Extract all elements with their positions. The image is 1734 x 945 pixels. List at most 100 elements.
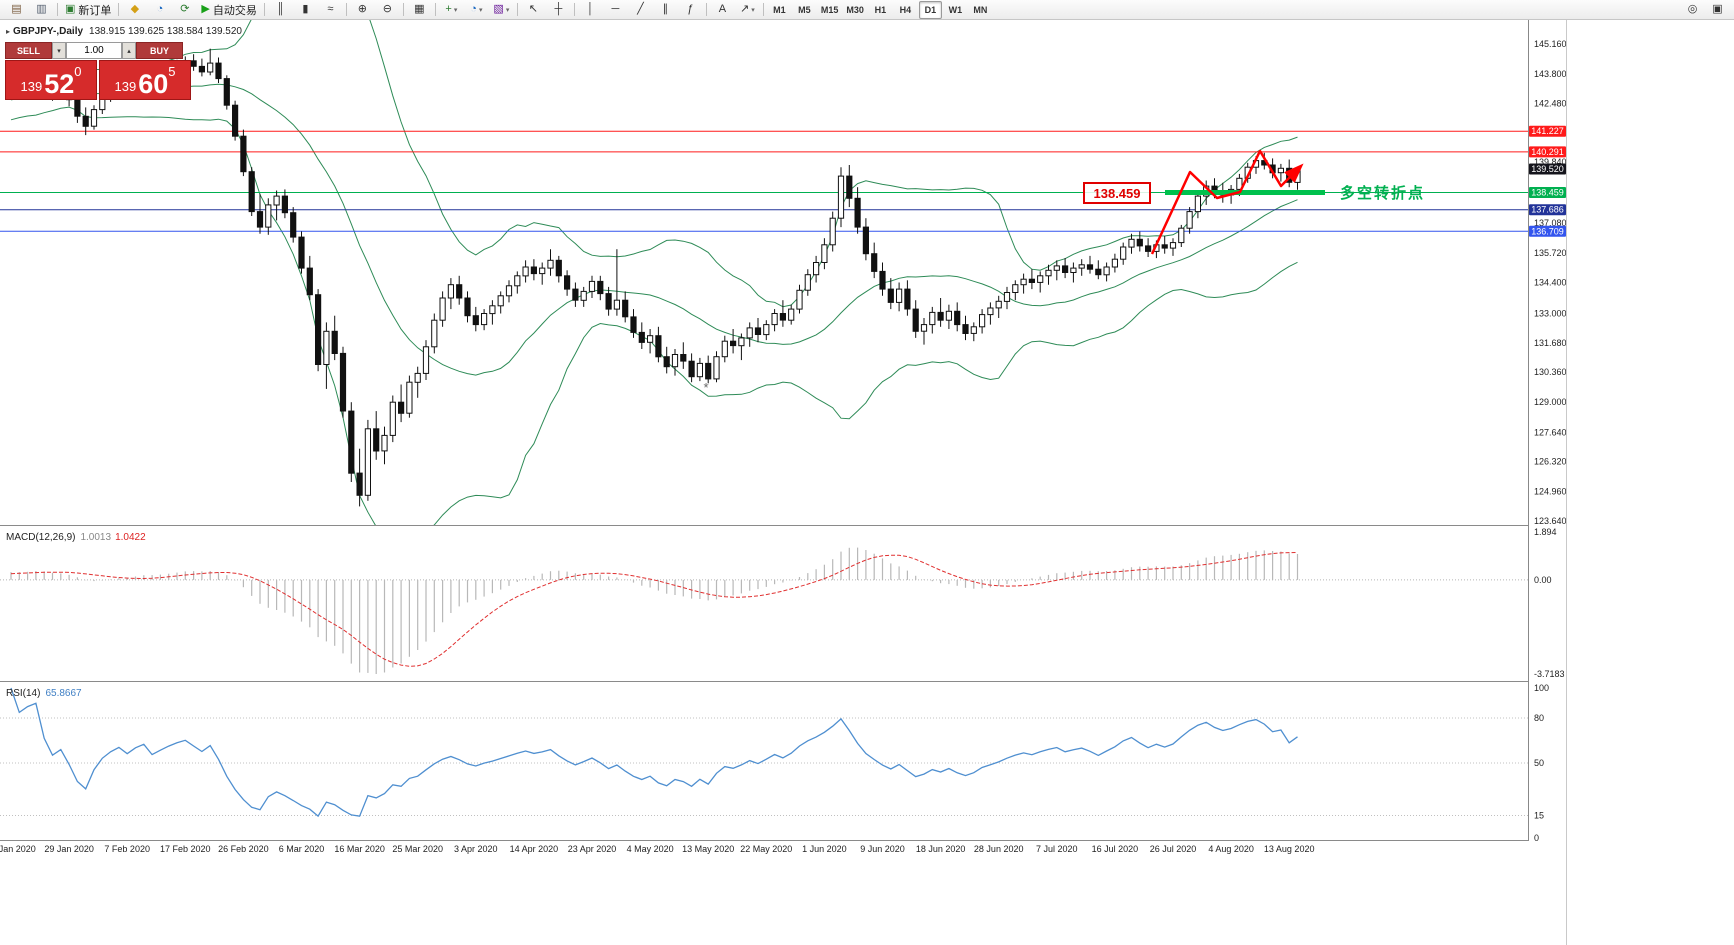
zoom-out-button[interactable]: ⊖ <box>376 1 399 19</box>
candle-body <box>248 171 255 213</box>
candle-body <box>738 337 745 347</box>
cursor-button[interactable]: ↖ <box>522 1 545 19</box>
price-tick-label: 127.640 <box>1534 427 1566 437</box>
candle-body <box>356 472 363 496</box>
sell-price-button[interactable]: 139 52 0 <box>5 60 97 100</box>
new-chart-button[interactable]: ▤ <box>5 1 28 19</box>
candle-body <box>945 310 952 321</box>
zoom-in-button[interactable]: ⊕ <box>351 1 374 19</box>
candle-body <box>198 65 206 73</box>
candle-body <box>779 313 786 321</box>
timeframe-h1-button[interactable]: H1 <box>869 1 892 19</box>
sell-price-main: 139 <box>20 79 43 94</box>
timeframe-m1-button[interactable]: M1 <box>768 1 791 19</box>
search-button[interactable]: ◎ <box>1681 1 1704 19</box>
timeframe-m30-button[interactable]: M30 <box>843 1 867 19</box>
support-zone-line[interactable] <box>1165 190 1325 195</box>
candle-body <box>306 267 313 296</box>
timeframe-w1-label: W1 <box>948 4 963 15</box>
timeframe-w1-button[interactable]: W1 <box>944 1 967 19</box>
date-tick-label: 4 Aug 2020 <box>1208 844 1254 854</box>
volume-down-button[interactable]: ▾ <box>52 42 66 59</box>
vertical-line-button[interactable]: │ <box>579 1 602 19</box>
candle-body <box>514 275 521 287</box>
trendline-button[interactable]: ╱ <box>629 1 652 19</box>
candle-body <box>1078 264 1085 269</box>
periods-icon: ◔ <box>470 3 477 15</box>
candle-body <box>215 62 222 80</box>
dropdown-icon[interactable]: ▾ <box>505 6 510 14</box>
autotrading-label: 自动交易 <box>212 4 257 17</box>
candle-body <box>530 266 537 275</box>
candle-body <box>1277 167 1285 174</box>
toolbar-separator <box>263 3 265 16</box>
candle-body <box>896 288 903 303</box>
candle-body <box>846 175 853 199</box>
bollinger-bands <box>10 20 1298 525</box>
search-icon: ◎ <box>1687 3 1698 15</box>
autotrading-button[interactable]: ▶ 自动交易 <box>198 1 259 19</box>
new-order-button[interactable]: ▣ 新订单 <box>62 1 114 19</box>
timeframe-h4-button[interactable]: H4 <box>894 1 917 19</box>
candle-body <box>954 310 961 326</box>
line-chart-button[interactable]: ≈ <box>319 1 342 19</box>
trend-zigzag-arrow[interactable] <box>1150 149 1304 255</box>
timeframe-d1-button[interactable]: D1 <box>918 0 942 19</box>
text-button[interactable]: A <box>711 1 734 19</box>
refresh-button[interactable]: ⟳ <box>173 1 196 19</box>
candle-body <box>771 313 778 326</box>
volume-input[interactable] <box>66 42 122 59</box>
candle-body <box>1145 245 1152 252</box>
dropdown-icon[interactable]: ▾ <box>751 6 755 14</box>
channel-button[interactable]: ∥ <box>654 1 677 19</box>
bar-chart-button[interactable]: ║ <box>269 1 292 19</box>
indicators-button[interactable]: + ▾ <box>440 1 463 19</box>
buy-button[interactable]: BUY <box>136 42 183 59</box>
crosshair-button[interactable]: ┼ <box>547 1 570 19</box>
candle-body <box>539 267 546 275</box>
layers-button[interactable]: ▣ <box>1706 1 1729 19</box>
candlestick-chart-button[interactable]: ▮ <box>294 1 317 19</box>
profiles-button[interactable]: ▥ <box>30 1 53 19</box>
volume-up-button[interactable]: ▴ <box>122 42 136 59</box>
turning-point-label: 多空转折点 <box>1340 185 1426 202</box>
date-tick-label: 26 Feb 2020 <box>218 844 269 854</box>
candle-body <box>422 346 430 374</box>
candle-body <box>190 60 197 67</box>
one-click-toggle-icon[interactable]: ▸ <box>6 27 11 36</box>
candle-body <box>647 335 654 343</box>
candle-body <box>265 204 272 228</box>
profiles-icon: ▥ <box>36 3 47 15</box>
navigator-button[interactable]: ◔ <box>148 1 171 19</box>
periods-button[interactable]: ◔ ▾ <box>465 1 488 19</box>
sell-button[interactable]: SELL <box>5 42 52 59</box>
dropdown-icon[interactable]: ▾ <box>453 6 458 14</box>
candles <box>7 48 1301 507</box>
candle-body <box>223 78 230 106</box>
new-order-icon: ▣ <box>65 3 76 15</box>
candle-body <box>290 212 297 238</box>
fibonacci-button[interactable]: ƒ <box>679 1 702 19</box>
candle-body <box>995 300 1002 309</box>
candle-body <box>1186 211 1193 229</box>
timeframe-mn-button[interactable]: MN <box>969 1 992 19</box>
date-tick-label: 13 Aug 2020 <box>1264 844 1315 854</box>
timeframe-m15-button[interactable]: M15 <box>818 1 842 19</box>
tile-windows-button[interactable]: ▦ <box>408 1 431 19</box>
candle-body <box>1120 246 1127 260</box>
history-center-button[interactable]: ◆ <box>123 1 146 19</box>
date-axis[interactable]: 20 Jan 2020 29 Jan 2020 7 Feb 2020 17 Feb 2… <box>0 844 1314 854</box>
history-center-icon: ◆ <box>130 3 140 15</box>
timeframe-m5-button[interactable]: M5 <box>793 1 816 19</box>
price-axis[interactable]: 145.160143.800142.480141.160139.840138.5… <box>1528 20 1567 945</box>
arrow-object-button[interactable]: ↗ ▾ <box>736 1 759 19</box>
toolbar-right-group: ◎ ▣ <box>1680 1 1730 19</box>
chart-canvas[interactable]: *145.160143.800142.480141.160139.840138.… <box>0 20 1566 945</box>
toolbar: ▤ ▥ ▣ 新订单 ◆ ◔ ⟳ ▶ 自动交易 ║ ▮ ≈ ⊕ ⊖ ▦ + ▾ ◔ ▾ ▧ ▾ ↖ ┼ │ ─ ╱ ∥ ƒ A ↗ ▾ M1 M5… <box>0 0 1734 20</box>
candle-body <box>505 285 513 297</box>
dropdown-icon[interactable]: ▾ <box>478 6 483 14</box>
buy-price-button[interactable]: 139 60 5 <box>99 60 191 100</box>
templates-button[interactable]: ▧ ▾ <box>490 1 513 19</box>
horizontal-line-button[interactable]: ─ <box>604 1 627 19</box>
date-tick-label: 16 Jul 2020 <box>1092 844 1139 854</box>
